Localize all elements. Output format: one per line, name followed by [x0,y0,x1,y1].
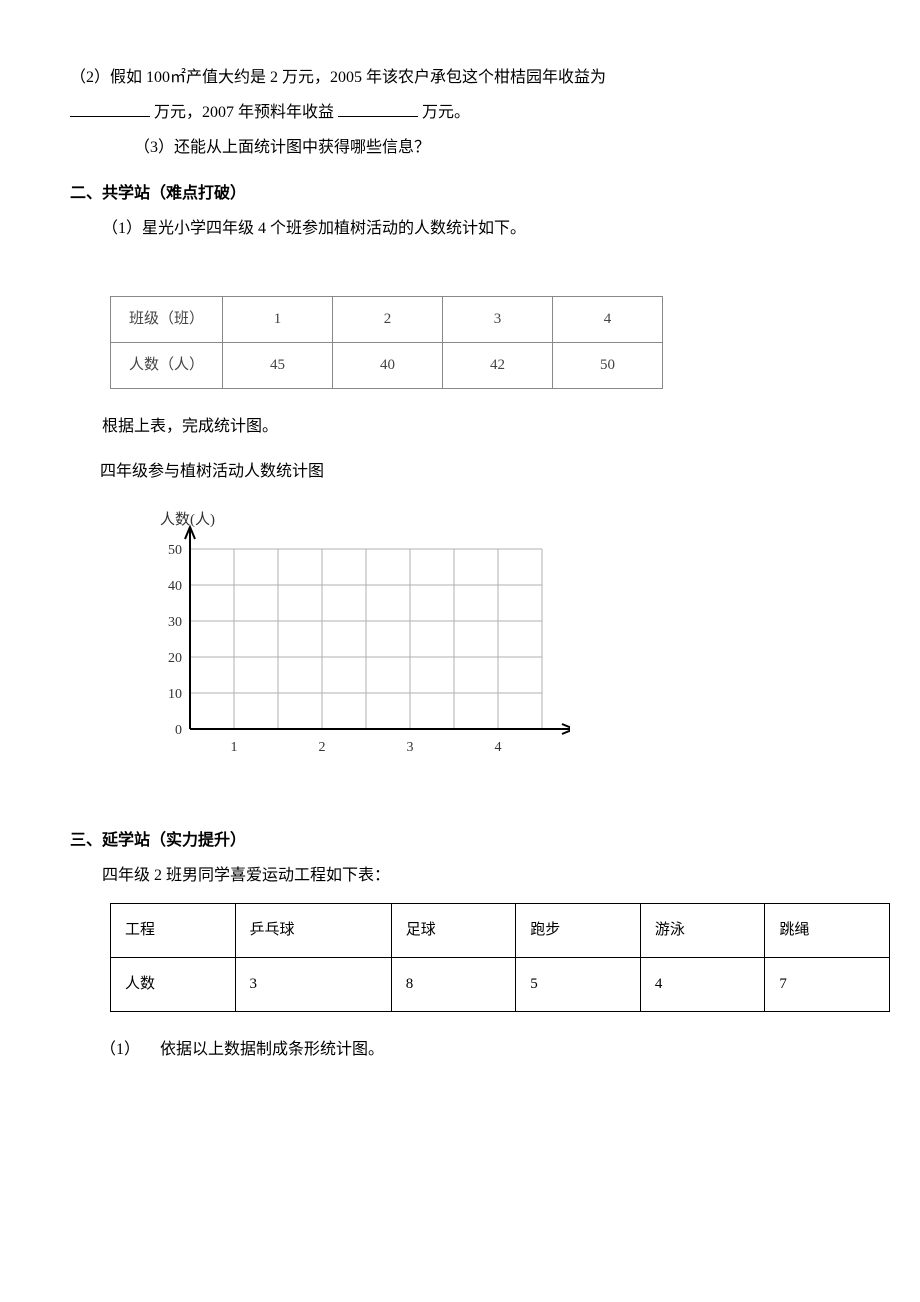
section-3-heading: 三、延学站（实力提升） [70,823,850,858]
table-cell: 3 [443,296,553,342]
table-cell: 1 [223,296,333,342]
table-cell: 班级（班） [111,296,223,342]
svg-text:30: 30 [168,615,182,630]
svg-text:10: 10 [168,687,182,702]
bar-chart-grid: 010203040501234人数(人)班级(班) [110,499,850,792]
table-cell: 42 [443,342,553,388]
svg-text:1: 1 [231,740,238,755]
section-2-sub1: （1）星光小学四年级 4 个班参加植树活动的人数统计如下。 [70,211,850,246]
blank-1[interactable] [70,98,150,117]
item-1-label: （1） [100,1041,140,1058]
table-cell: 乒乓球 [235,903,391,957]
table-cell: 8 [391,957,516,1011]
table-cell: 7 [765,957,890,1011]
q2-text-part1: （2）假如 100㎡产值大约是 2 万元，2005 年该农户承包这个柑桔园年收益… [70,69,606,86]
q2-text-part2: 万元，2007 年预料年收益 [154,104,334,121]
table-row: 人数 3 8 5 4 7 [111,957,890,1011]
table-cell: 40 [333,342,443,388]
table-cell: 工程 [111,903,236,957]
table-cell: 人数（人） [111,342,223,388]
table-cell: 跳绳 [765,903,890,957]
table-row: 工程 乒乓球 足球 跑步 游泳 跳绳 [111,903,890,957]
class-participation-table: 班级（班） 1 2 3 4 人数（人） 45 40 42 50 [110,296,850,389]
table-cell: 5 [516,957,641,1011]
table-cell: 跑步 [516,903,641,957]
table-cell: 人数 [111,957,236,1011]
question-3: （3）还能从上面统计图中获得哪些信息？ [70,130,850,165]
svg-text:2: 2 [319,740,326,755]
chart-svg: 010203040501234人数(人)班级(班) [110,499,570,779]
table-1: 班级（班） 1 2 3 4 人数（人） 45 40 42 50 [110,296,663,389]
table-cell: 4 [553,296,663,342]
table-row: 班级（班） 1 2 3 4 [111,296,663,342]
svg-text:40: 40 [168,579,182,594]
question-2: （2）假如 100㎡产值大约是 2 万元，2005 年该农户承包这个柑桔园年收益… [70,60,850,95]
table-cell: 4 [640,957,765,1011]
q2-text-part3: 万元。 [422,104,470,121]
table-cell: 2 [333,296,443,342]
chart-title: 四年级参与植树活动人数统计图 [100,454,850,489]
table-cell: 50 [553,342,663,388]
section-2-heading: 二、共学站（难点打破） [70,176,850,211]
table-cell: 3 [235,957,391,1011]
table-cell: 足球 [391,903,516,957]
svg-text:20: 20 [168,651,182,666]
table-row: 人数（人） 45 40 42 50 [111,342,663,388]
question-2-line2: 万元，2007 年预料年收益 万元。 [70,95,850,130]
table-cell: 游泳 [640,903,765,957]
sports-table: 工程 乒乓球 足球 跑步 游泳 跳绳 人数 3 8 5 4 7 [110,903,890,1012]
svg-text:人数(人): 人数(人) [160,511,215,528]
table-cell: 45 [223,342,333,388]
svg-text:0: 0 [175,723,182,738]
svg-text:4: 4 [495,740,502,755]
section-3-item-1: （1） 依据以上数据制成条形统计图。 [100,1032,850,1067]
section-3-intro: 四年级 2 班男同学喜爱运动工程如下表： [70,858,850,893]
svg-text:50: 50 [168,543,182,558]
blank-2[interactable] [338,98,418,117]
svg-text:3: 3 [407,740,414,755]
item-1-text: 依据以上数据制成条形统计图。 [160,1041,384,1058]
after-table-text: 根据上表，完成统计图。 [70,409,850,444]
